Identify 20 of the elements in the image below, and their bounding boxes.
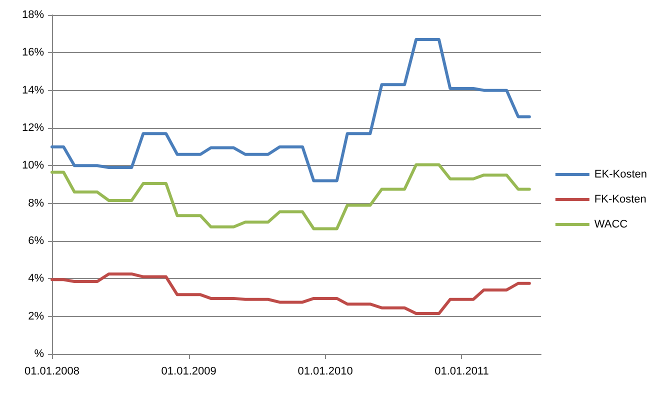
- x-tick-label: 01.01.2011: [434, 366, 489, 378]
- y-tick-label: 10%: [22, 160, 44, 172]
- y-tick-label: 4%: [28, 272, 44, 285]
- y-tick-label: %: [34, 348, 44, 360]
- line-series: [50, 38, 531, 182]
- y-tick-label: 12%: [22, 122, 44, 134]
- y-tick-label: 8%: [28, 197, 44, 210]
- y-tick-label: 18%: [22, 9, 44, 21]
- y-tick-label: 2%: [28, 310, 44, 322]
- legend-label: EK-Kosten: [594, 168, 648, 180]
- line-series: [50, 272, 531, 316]
- y-tick-label: 14%: [22, 84, 44, 96]
- y-tick-label: 16%: [22, 46, 44, 59]
- x-tick-label: 01.01.2008: [24, 366, 80, 378]
- y-tick-label: 6%: [28, 235, 44, 247]
- legend-label: WACC: [594, 218, 628, 230]
- x-tick-label: 01.01.2010: [298, 366, 353, 378]
- line-series: [50, 163, 531, 230]
- x-tick-label: 01.01.2009: [161, 366, 216, 378]
- legend-label: FK-Kosten: [594, 194, 646, 206]
